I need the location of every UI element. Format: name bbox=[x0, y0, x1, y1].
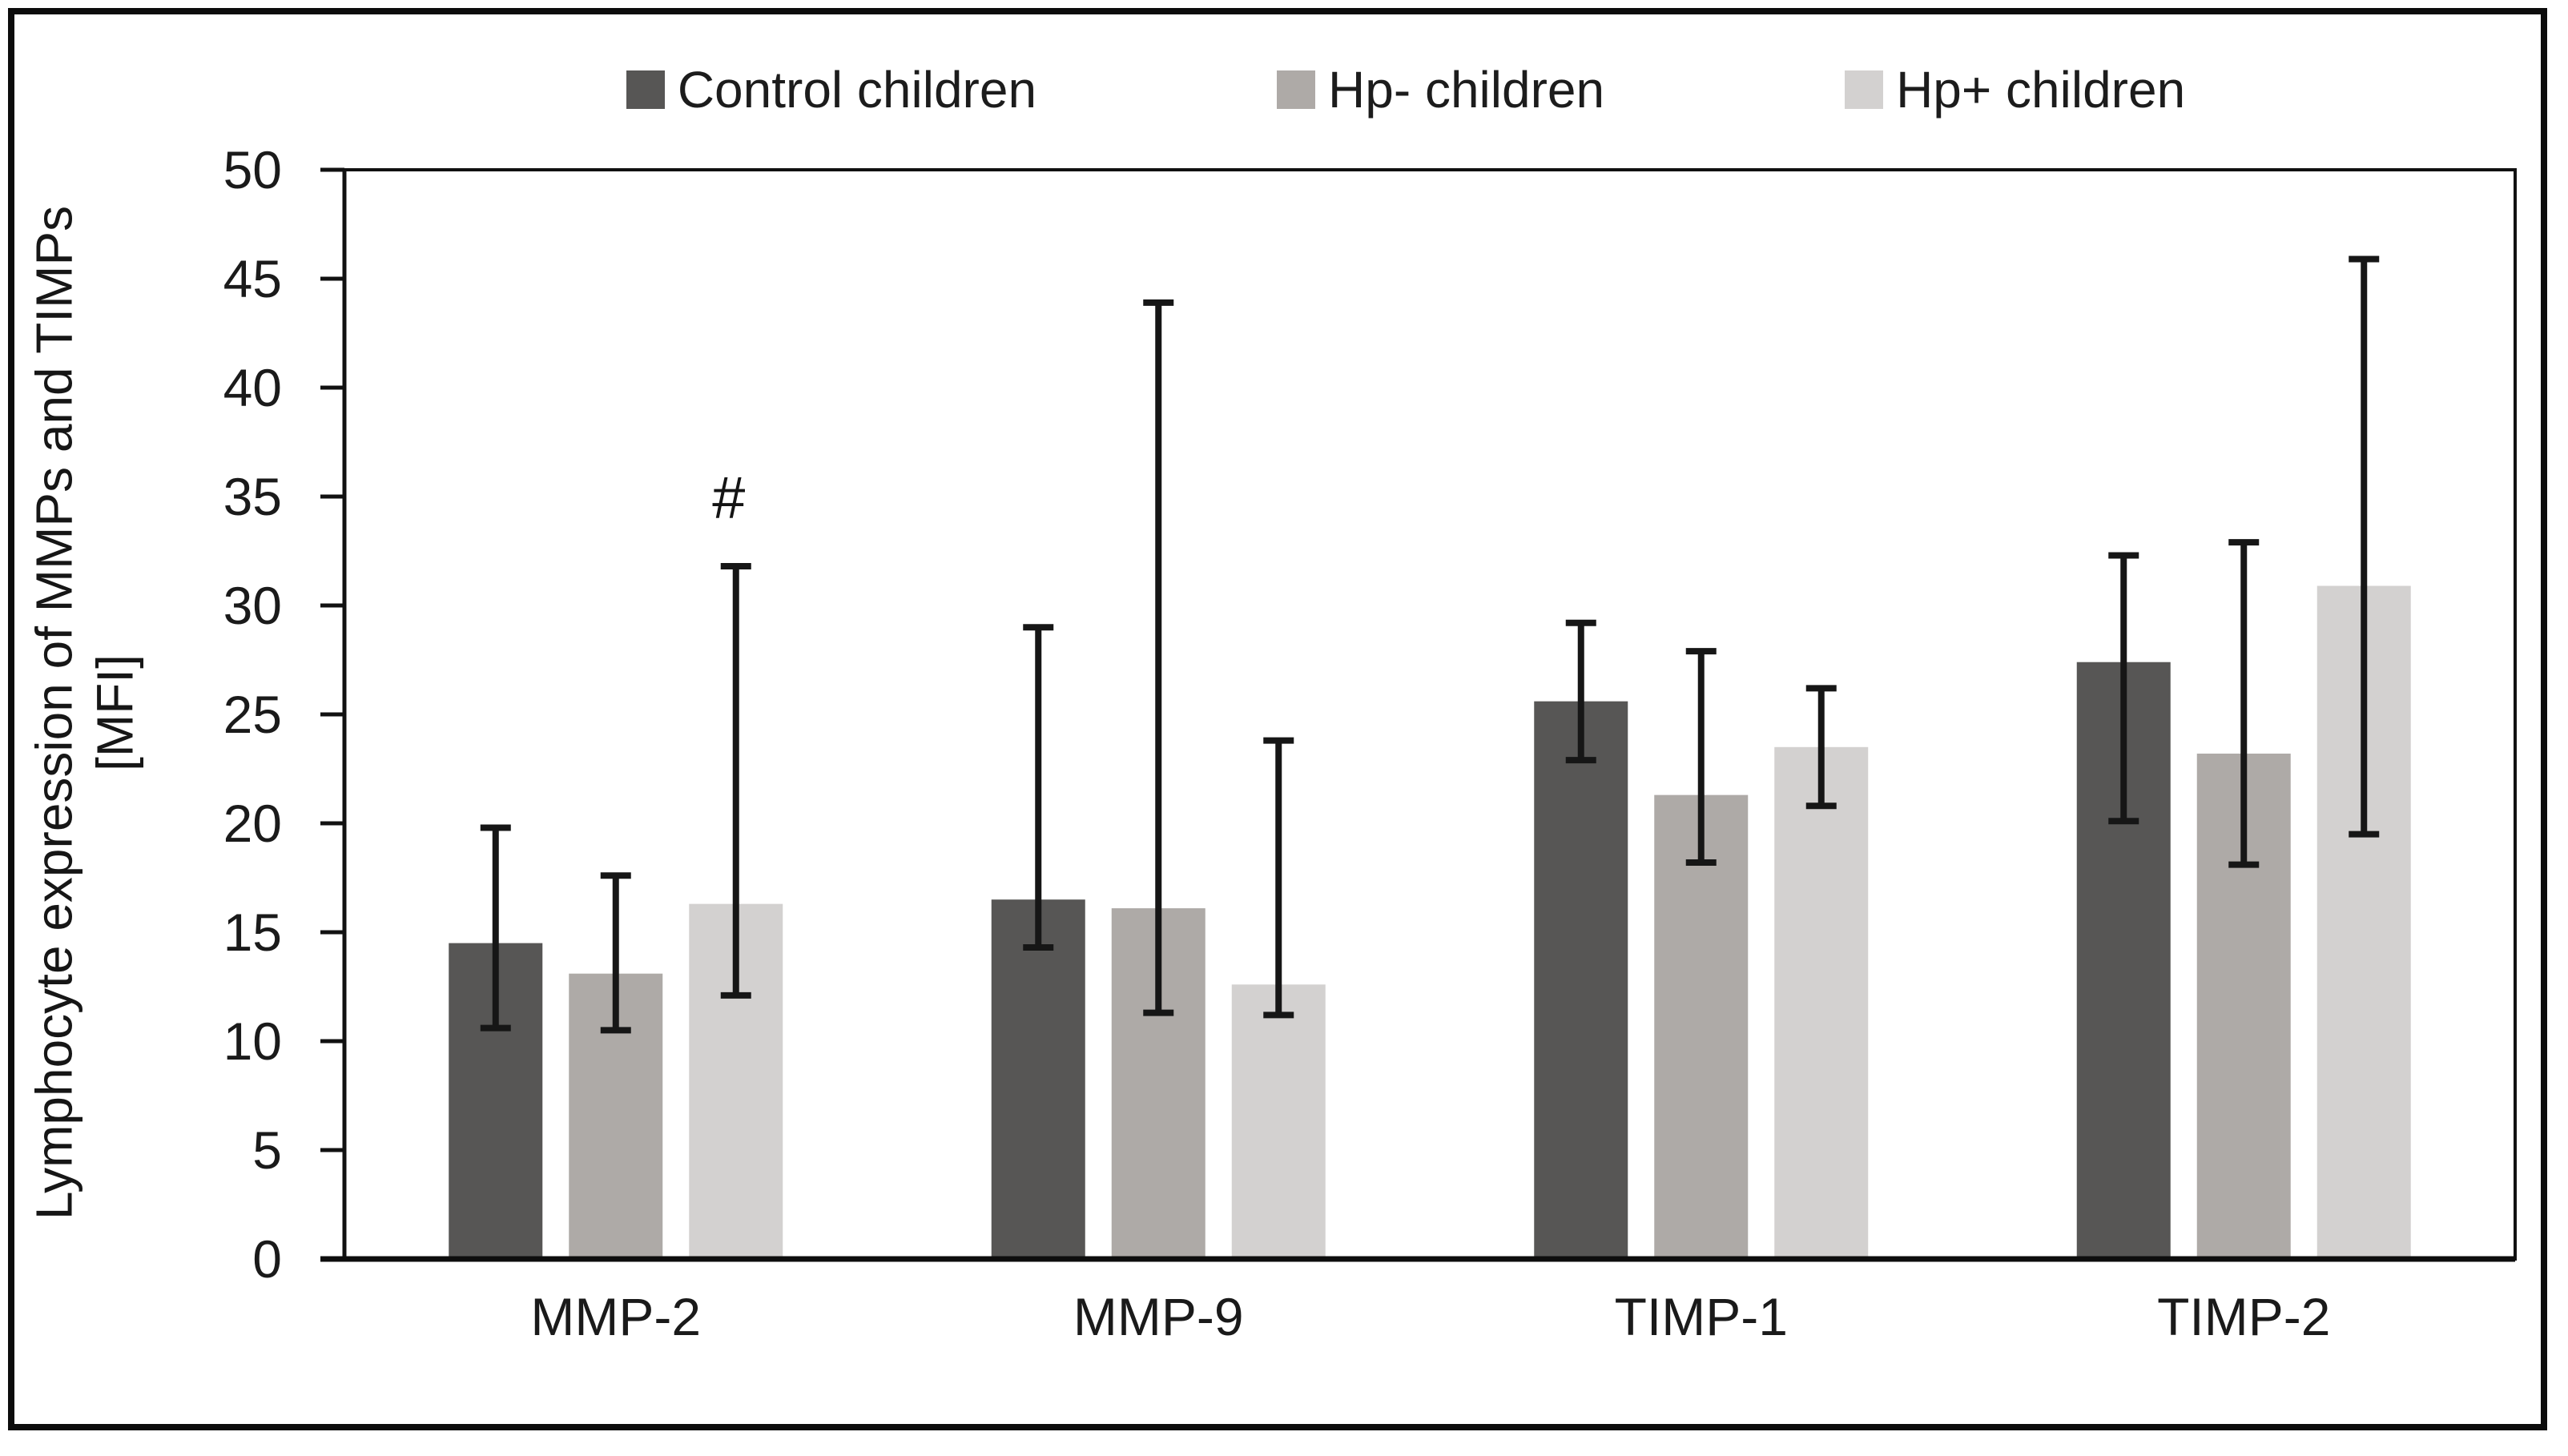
legend-swatch-control bbox=[626, 70, 665, 109]
y-tick-label: 30 bbox=[223, 576, 282, 635]
y-tick-label: 50 bbox=[223, 140, 282, 199]
y-tick-label: 45 bbox=[223, 249, 282, 308]
plot-border bbox=[343, 168, 2517, 1261]
legend-swatch-hp-plus bbox=[1845, 70, 1884, 109]
x-category-label: TIMP-1 bbox=[1615, 1287, 1788, 1346]
legend-swatch-hp-minus bbox=[1277, 70, 1316, 109]
legend-label-hp-plus: Hp+ children bbox=[1896, 61, 2186, 119]
legend-label-hp-minus: Hp- children bbox=[1328, 61, 1605, 119]
legend: Control children Hp- children Hp+ childr… bbox=[320, 64, 2491, 115]
bar-hp-plus-timp-1 bbox=[1774, 746, 1869, 1259]
y-tick-label: 25 bbox=[223, 685, 282, 744]
y-tick-label: 10 bbox=[223, 1012, 282, 1071]
y-tick-label: 0 bbox=[252, 1229, 282, 1289]
bar-hp-minus-timp-1 bbox=[1654, 794, 1749, 1259]
y-tick-label: 5 bbox=[252, 1120, 282, 1180]
legend-item-control: Control children bbox=[626, 64, 1036, 115]
bar-hp-plus-mmp-9 bbox=[1231, 984, 1326, 1259]
legend-item-hp-minus: Hp- children bbox=[1277, 64, 1604, 115]
bar-control-mmp-9 bbox=[991, 899, 1085, 1259]
x-category-label: MMP-2 bbox=[530, 1287, 701, 1346]
y-tick-label: 35 bbox=[223, 467, 282, 526]
bar-control-timp-1 bbox=[1534, 701, 1628, 1259]
legend-item-hp-plus: Hp+ children bbox=[1845, 64, 2185, 115]
x-category-label: MMP-9 bbox=[1073, 1287, 1244, 1346]
y-tick-label: 20 bbox=[223, 794, 282, 853]
y-tick-label: 15 bbox=[223, 903, 282, 962]
x-category-label: TIMP-2 bbox=[2157, 1287, 2330, 1346]
legend-label-control: Control children bbox=[677, 61, 1037, 119]
annotation-hash: # bbox=[711, 465, 745, 531]
y-tick-label: 40 bbox=[223, 358, 282, 417]
